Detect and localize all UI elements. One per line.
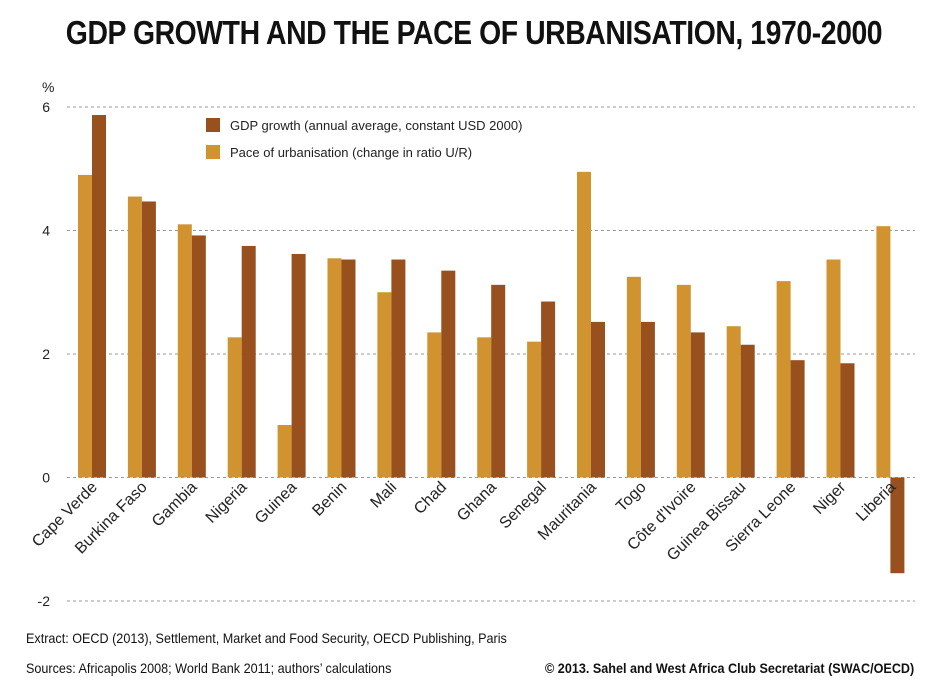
x-tick-label: Niger [810,478,850,518]
bar-gdp-growth [840,363,855,478]
bar-urbanisation [676,284,691,478]
y-tick-label: 0 [42,470,50,486]
x-tick-label: Guinea [252,479,301,528]
bar-gdp-growth [591,321,605,478]
legend-label: Pace of urbanisation (change in ratio U/… [230,145,472,160]
bar-gdp-growth [541,301,556,478]
bar-urbanisation [127,196,142,478]
y-tick-label: 6 [42,99,50,115]
legend-swatch [206,118,220,132]
bar-urbanisation [427,332,442,478]
bar-urbanisation [726,326,741,478]
y-tick-label: 2 [42,346,50,362]
x-tick-label: Gambia [149,479,201,531]
x-tick-label: Togo [613,479,650,516]
bar-urbanisation [277,425,292,478]
bar-urbanisation [876,226,891,478]
y-axis-unit: % [42,79,54,95]
chart-title: GDP GROWTH AND THE PACE OF URBANISATION,… [65,14,883,51]
bar-urbanisation [227,337,242,478]
sources-note: Sources: Africapolis 2008; World Bank 20… [26,660,392,676]
bar-gdp-growth [441,270,456,478]
x-tick-label: Mali [367,479,400,512]
bar-urbanisation [477,337,492,478]
bar-gdp-growth [391,259,406,478]
bar-gdp-growth [740,344,755,478]
bar-gdp-growth [241,245,256,478]
bar-urbanisation [377,292,392,478]
bar-gdp-growth [491,284,506,478]
legend-label: GDP growth (annual average, constant USD… [230,118,522,133]
bar-gdp-growth [890,477,905,574]
bar-urbanisation [826,259,841,478]
bar-urbanisation [527,341,542,478]
bar-gdp-growth [690,332,705,478]
bar-urbanisation [78,174,92,478]
bar-urbanisation [327,258,342,478]
bar-gdp-growth [341,259,356,478]
extract-note: Extract: OECD (2013), Settlement, Market… [26,630,507,646]
bar-gdp-growth [291,253,306,478]
bar-urbanisation [626,276,641,478]
bar-gdp-growth [191,235,206,478]
bar-gdp-growth [141,201,156,478]
bar-urbanisation [776,281,791,478]
x-tick-label: Ghana [454,479,500,525]
y-tick-label: 4 [42,223,50,239]
x-tick-label: Chad [411,479,450,518]
bar-gdp-growth [790,360,805,478]
legend-swatch [206,145,220,159]
bar-gdp-growth [92,115,106,478]
bar-gdp-growth [640,321,655,478]
y-tick-label: -2 [38,593,51,609]
bar-urbanisation [577,171,591,478]
copyright-note: © 2013. Sahel and West Africa Club Secre… [544,660,914,676]
x-tick-label: Benin [309,479,350,520]
bar-urbanisation [177,224,192,478]
x-tick-label: Nigeria [203,479,251,527]
